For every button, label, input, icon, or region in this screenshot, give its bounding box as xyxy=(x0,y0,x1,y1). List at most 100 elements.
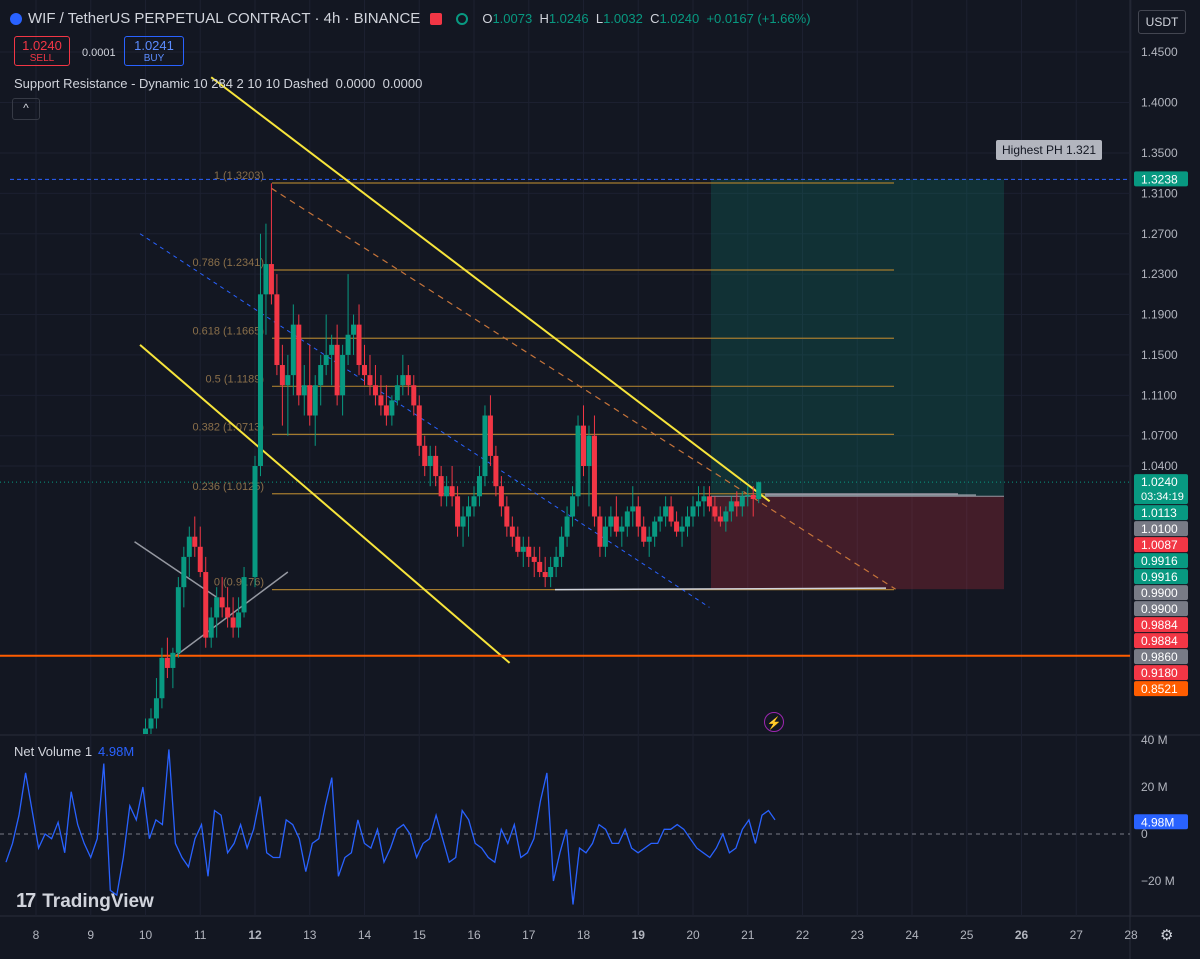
candle-body xyxy=(416,405,422,446)
buy-button[interactable]: 1.0241 BUY xyxy=(124,36,184,66)
candle-body xyxy=(208,617,214,638)
candle-body xyxy=(553,556,559,567)
net-volume-tick-label: 20 M xyxy=(1141,780,1168,794)
time-tick-label: 28 xyxy=(1124,928,1138,942)
candle-body xyxy=(192,536,198,547)
candle-body xyxy=(164,657,170,668)
time-tick-label: 14 xyxy=(358,928,372,942)
candle-body xyxy=(405,375,411,386)
flag-icon[interactable] xyxy=(430,12,443,25)
price-badge xyxy=(1134,171,1188,187)
fib-level-label: 0 (0.9176) xyxy=(214,577,264,589)
market-status-icon[interactable] xyxy=(456,12,469,25)
candle-body xyxy=(498,486,504,507)
net-volume-badge xyxy=(1134,814,1188,830)
candle-body xyxy=(695,501,701,507)
gear-icon[interactable]: ⚙ xyxy=(1160,927,1174,944)
candle-body xyxy=(340,354,346,396)
candle-body xyxy=(241,577,247,613)
candle-body xyxy=(646,536,652,542)
fib-level-label: 0.382 (1.0713) xyxy=(192,421,264,433)
candle-body xyxy=(581,425,586,466)
projection-line xyxy=(271,187,896,590)
price-tick-label: 1.4500 xyxy=(1141,45,1178,59)
candle-body xyxy=(455,496,461,527)
candle-body xyxy=(181,556,187,588)
candle-body xyxy=(701,496,707,502)
price-badge xyxy=(1134,537,1188,553)
time-tick-label: 11 xyxy=(194,928,207,942)
price-badge-label: 1.0100 xyxy=(1141,522,1178,536)
price-badge-label: 0.9884 xyxy=(1141,618,1178,632)
candle-body xyxy=(225,607,231,618)
candle-body xyxy=(263,264,269,295)
candle-body xyxy=(257,294,263,466)
time-tick-label: 19 xyxy=(632,928,646,942)
price-badge-label: 0.9860 xyxy=(1141,650,1178,664)
candle-body xyxy=(668,506,674,522)
sell-button[interactable]: 1.0240 SELL xyxy=(14,36,70,66)
fib-level-label: 0.236 (1.0125) xyxy=(192,481,264,493)
candle-body xyxy=(143,728,148,734)
candle-body xyxy=(679,526,685,532)
price-badge xyxy=(1134,681,1188,697)
candle-body xyxy=(482,415,488,477)
candle-body xyxy=(734,501,740,507)
currency-selector[interactable]: USDT xyxy=(1138,10,1186,34)
symbol-title[interactable]: WIF / TetherUS PERPETUAL CONTRACT · 4h ·… xyxy=(28,10,421,27)
candle-body xyxy=(252,466,258,578)
price-badge xyxy=(1134,521,1188,537)
price-badge-label: 0.9900 xyxy=(1141,602,1178,616)
candle-body xyxy=(630,506,636,512)
candle-body xyxy=(318,365,324,386)
price-badge-timer: 03:34:19 xyxy=(1141,491,1184,503)
price-badge xyxy=(1134,585,1188,601)
candle-body xyxy=(362,365,367,376)
indicator-legend[interactable]: Support Resistance - Dynamic 10 284 2 10… xyxy=(14,76,423,91)
net-volume-tick-label: 40 M xyxy=(1141,733,1168,747)
candle-body xyxy=(175,587,181,653)
candle-body xyxy=(460,516,466,527)
candle-body xyxy=(159,657,165,699)
candle-body xyxy=(296,324,302,396)
time-tick-label: 21 xyxy=(741,928,755,942)
candle-body xyxy=(476,476,482,497)
candle-body xyxy=(323,354,329,366)
candle-body xyxy=(279,365,285,386)
candle-body xyxy=(559,536,565,557)
price-badge xyxy=(1134,665,1188,681)
tradingview-logo-icon: 17 xyxy=(16,890,36,912)
candle-body xyxy=(750,494,756,500)
candle-body xyxy=(756,482,762,500)
price-badge-label: 0.9884 xyxy=(1141,634,1178,648)
fib-level-label: 1 (1.3203) xyxy=(214,170,264,182)
candle-body xyxy=(520,546,526,552)
candle-body xyxy=(548,566,554,578)
candle-body xyxy=(745,494,751,497)
candle-body xyxy=(537,561,543,573)
price-badge-label: 1.0113 xyxy=(1141,506,1177,520)
candle-body xyxy=(351,324,357,335)
candle-body xyxy=(236,612,242,628)
price-badge-label: 1.3238 xyxy=(1141,172,1178,186)
price-badge xyxy=(1134,553,1188,569)
symbol-logo-icon xyxy=(10,12,22,25)
fib-level-label: 0.618 (1.1665) xyxy=(192,325,264,337)
collapse-legend-button[interactable]: ^ xyxy=(12,98,40,120)
price-badge xyxy=(1134,601,1188,617)
price-tick-label: 1.1900 xyxy=(1141,308,1178,322)
price-badge xyxy=(1134,474,1188,505)
lightning-icon[interactable]: ⚡ xyxy=(764,712,784,732)
price-badge-label: 1.0087 xyxy=(1141,538,1178,552)
candle-body xyxy=(717,516,723,522)
candle-body xyxy=(712,506,718,517)
channel-upper-line xyxy=(210,76,771,503)
net-volume-legend[interactable]: Net Volume 1 4.98M xyxy=(14,744,135,759)
net-volume-badge-label: 4.98M xyxy=(1141,815,1174,829)
candle-body xyxy=(411,385,417,406)
candle-body xyxy=(356,324,362,366)
price-tick-label: 1.0700 xyxy=(1141,429,1178,443)
candle-body xyxy=(285,375,291,386)
time-tick-label: 16 xyxy=(467,928,481,942)
